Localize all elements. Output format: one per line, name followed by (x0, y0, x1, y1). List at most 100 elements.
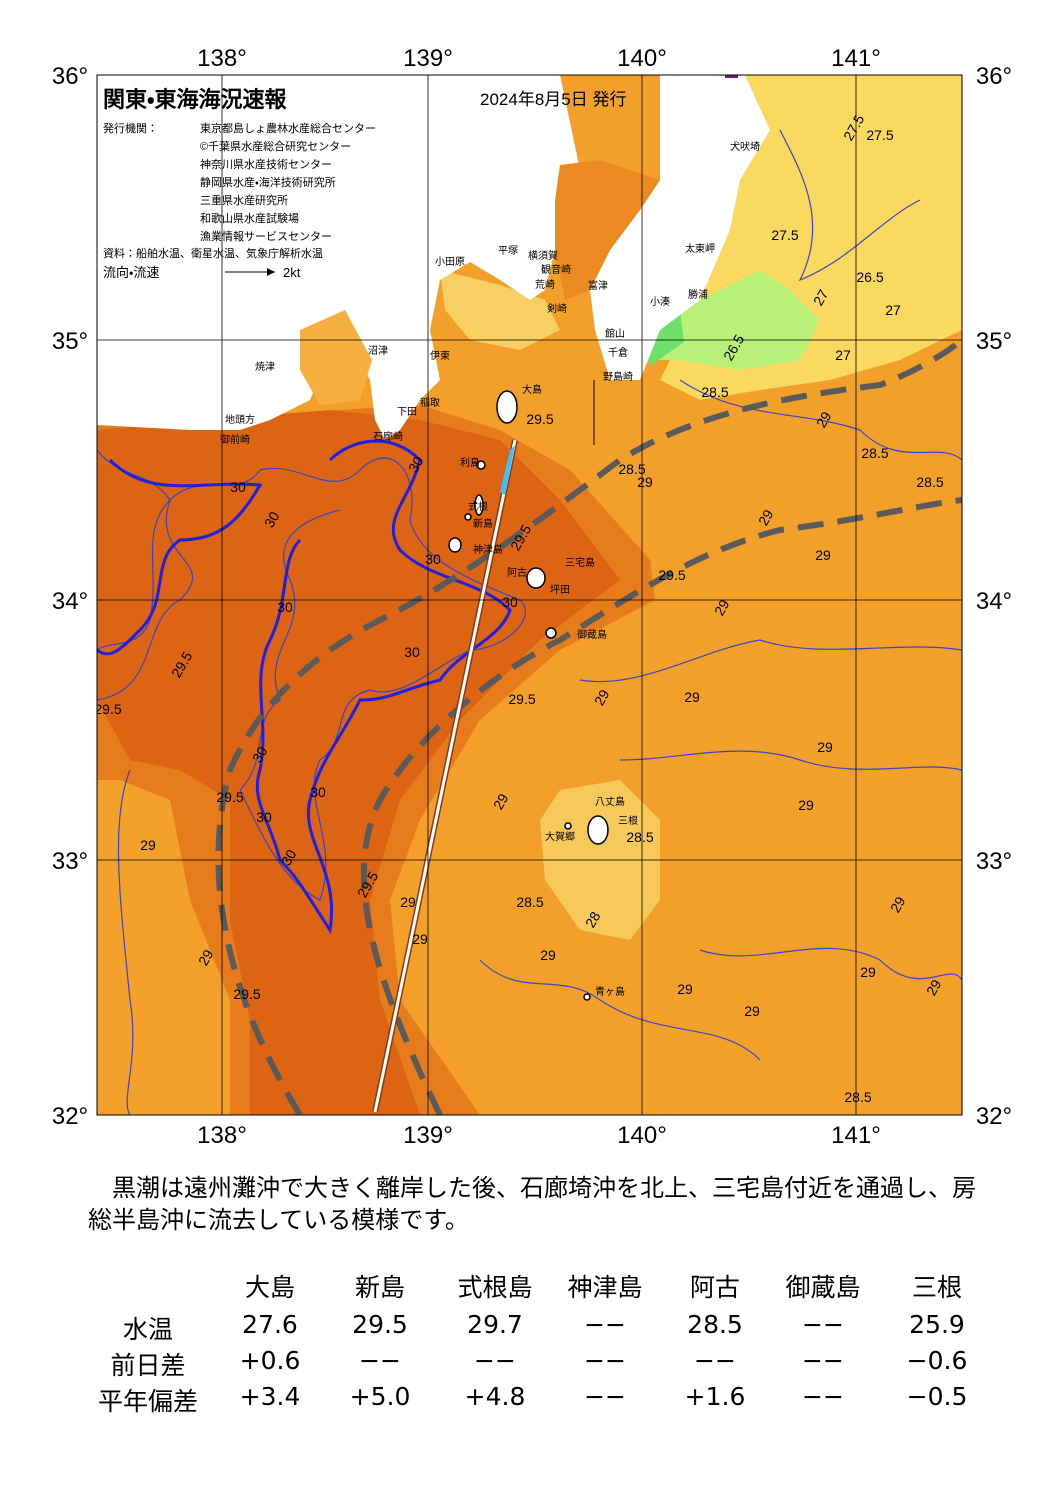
cool-water (440, 270, 560, 350)
island (545, 627, 557, 639)
contour-label: 27 (835, 347, 851, 363)
lat-label: 33° (52, 848, 88, 875)
place-label: 小田原 (435, 256, 465, 268)
table-cell: 27.6 (242, 1310, 298, 1339)
place-label: 荒崎 (535, 278, 555, 291)
contour-label: 29.5 (526, 411, 553, 427)
island (587, 815, 609, 845)
table-cell: −− (474, 1346, 516, 1375)
place-label: 坪田 (550, 583, 570, 596)
place-label: 石廊崎 (373, 430, 403, 443)
ship-track-segment (500, 445, 515, 495)
description: 黒潮は遠州灘沖で大きく離岸した後、石廊埼沖を北上、三宅島付近を通過し、房総半島沖… (88, 1174, 976, 1234)
column-header: 式根島 (457, 1273, 533, 1302)
column-header: 三根 (911, 1273, 963, 1302)
place-label: 野島崎 (603, 370, 633, 383)
contour-label: 29 (815, 547, 831, 563)
contours (97, 129, 962, 1115)
row-header: 前日差 (110, 1351, 186, 1380)
island (448, 537, 462, 553)
lon-label: 139° (403, 45, 453, 72)
contour-label: 30 (405, 454, 427, 476)
contour-label: 26.5 (856, 269, 883, 285)
place-label: 阿古 (507, 566, 527, 579)
axes: 138° 138° 139° 139° 140° 140° 141° 141° 36° 36° 35… (52, 45, 1012, 1149)
map-title: 関東・東海海況速報 (103, 87, 287, 112)
island (474, 494, 484, 516)
place-label: 小湊 (650, 295, 670, 308)
issuer: 東京都島しょ農林水産総合センター (200, 121, 376, 135)
contour-label: 30 (404, 644, 420, 660)
contour-label: 28.5 (618, 461, 645, 477)
place-label: 青ヶ島 (595, 985, 625, 998)
column-header: 阿古 (689, 1273, 741, 1302)
table-cell: +1.6 (684, 1382, 746, 1411)
contour-label: 29.5 (658, 567, 685, 583)
contour-label: 27 (810, 287, 832, 309)
place-label: 犬吠埼 (730, 140, 760, 153)
contour-label: 29 (684, 689, 700, 705)
column-header: 神津島 (567, 1273, 643, 1302)
place-label: 勝浦 (688, 288, 708, 301)
contour-label: 28.5 (861, 445, 888, 461)
contour-label: 28.5 (844, 1089, 871, 1105)
lat-label: 34° (976, 588, 1012, 615)
issuer: 漁業情報サービスセンター (200, 229, 332, 243)
contour-label: 30 (256, 809, 272, 825)
kuroshio-core (97, 410, 620, 1115)
contour-label: 29 (744, 1003, 760, 1019)
place-label: 千倉 (608, 347, 628, 359)
table-cell: −− (584, 1310, 626, 1339)
cold-water (640, 270, 820, 370)
issuer: ©千葉県水産総合研究センター (200, 139, 351, 153)
column-header: 御蔵島 (785, 1273, 861, 1302)
contour-label: 30 (249, 744, 271, 766)
contour-label: 29 (755, 507, 777, 529)
lon-label: 140° (617, 45, 667, 72)
place-label: 神津島 (473, 543, 503, 556)
place-label: 大島 (522, 383, 542, 396)
contour-label: 27 (885, 302, 901, 318)
contour-30 (97, 439, 512, 934)
contour-label: 28.5 (516, 894, 543, 910)
contour-label: 28 (582, 909, 604, 931)
land (97, 75, 580, 440)
island (564, 822, 572, 830)
contour-label: 29 (412, 931, 428, 947)
place-label: 太東岬 (685, 242, 715, 255)
contour-label: 30 (425, 551, 441, 567)
lat-label: 32° (976, 1103, 1012, 1130)
contour-label: 28.5 (916, 474, 943, 490)
contour-label: 29 (817, 739, 833, 755)
contour-label: 28.5 (701, 384, 728, 400)
place-label: 大賀郷 (545, 830, 575, 843)
contour-label: 29 (400, 894, 416, 910)
place-label: 伊東 (430, 349, 450, 362)
lat-label: 35° (976, 328, 1012, 355)
contour-label: 29.5 (233, 986, 260, 1002)
row-header: 水温 (122, 1315, 174, 1344)
table-cell: −− (359, 1346, 401, 1375)
contour-label: 29 (813, 409, 835, 431)
place-label: 利島 (460, 456, 480, 469)
place-label: 三根 (618, 814, 638, 827)
contour-label: 27.5 (771, 227, 798, 243)
island (526, 567, 546, 589)
legend-scale: 2kt (283, 265, 301, 280)
contour-label: 28.5 (626, 829, 653, 845)
contour-label: 29 (887, 894, 909, 916)
table-cell: 25.9 (909, 1310, 965, 1339)
islands (448, 390, 609, 1001)
contour-label: 30 (261, 509, 283, 531)
lon-label: 141° (831, 45, 881, 72)
lat-label: 32° (52, 1103, 88, 1130)
column-header: 新島 (354, 1273, 406, 1302)
contour-label: 29 (637, 474, 653, 490)
contour-label: 30 (277, 599, 293, 615)
bay (555, 160, 660, 300)
place-label: 観音崎 (541, 263, 571, 276)
contour-label: 29 (195, 947, 217, 969)
